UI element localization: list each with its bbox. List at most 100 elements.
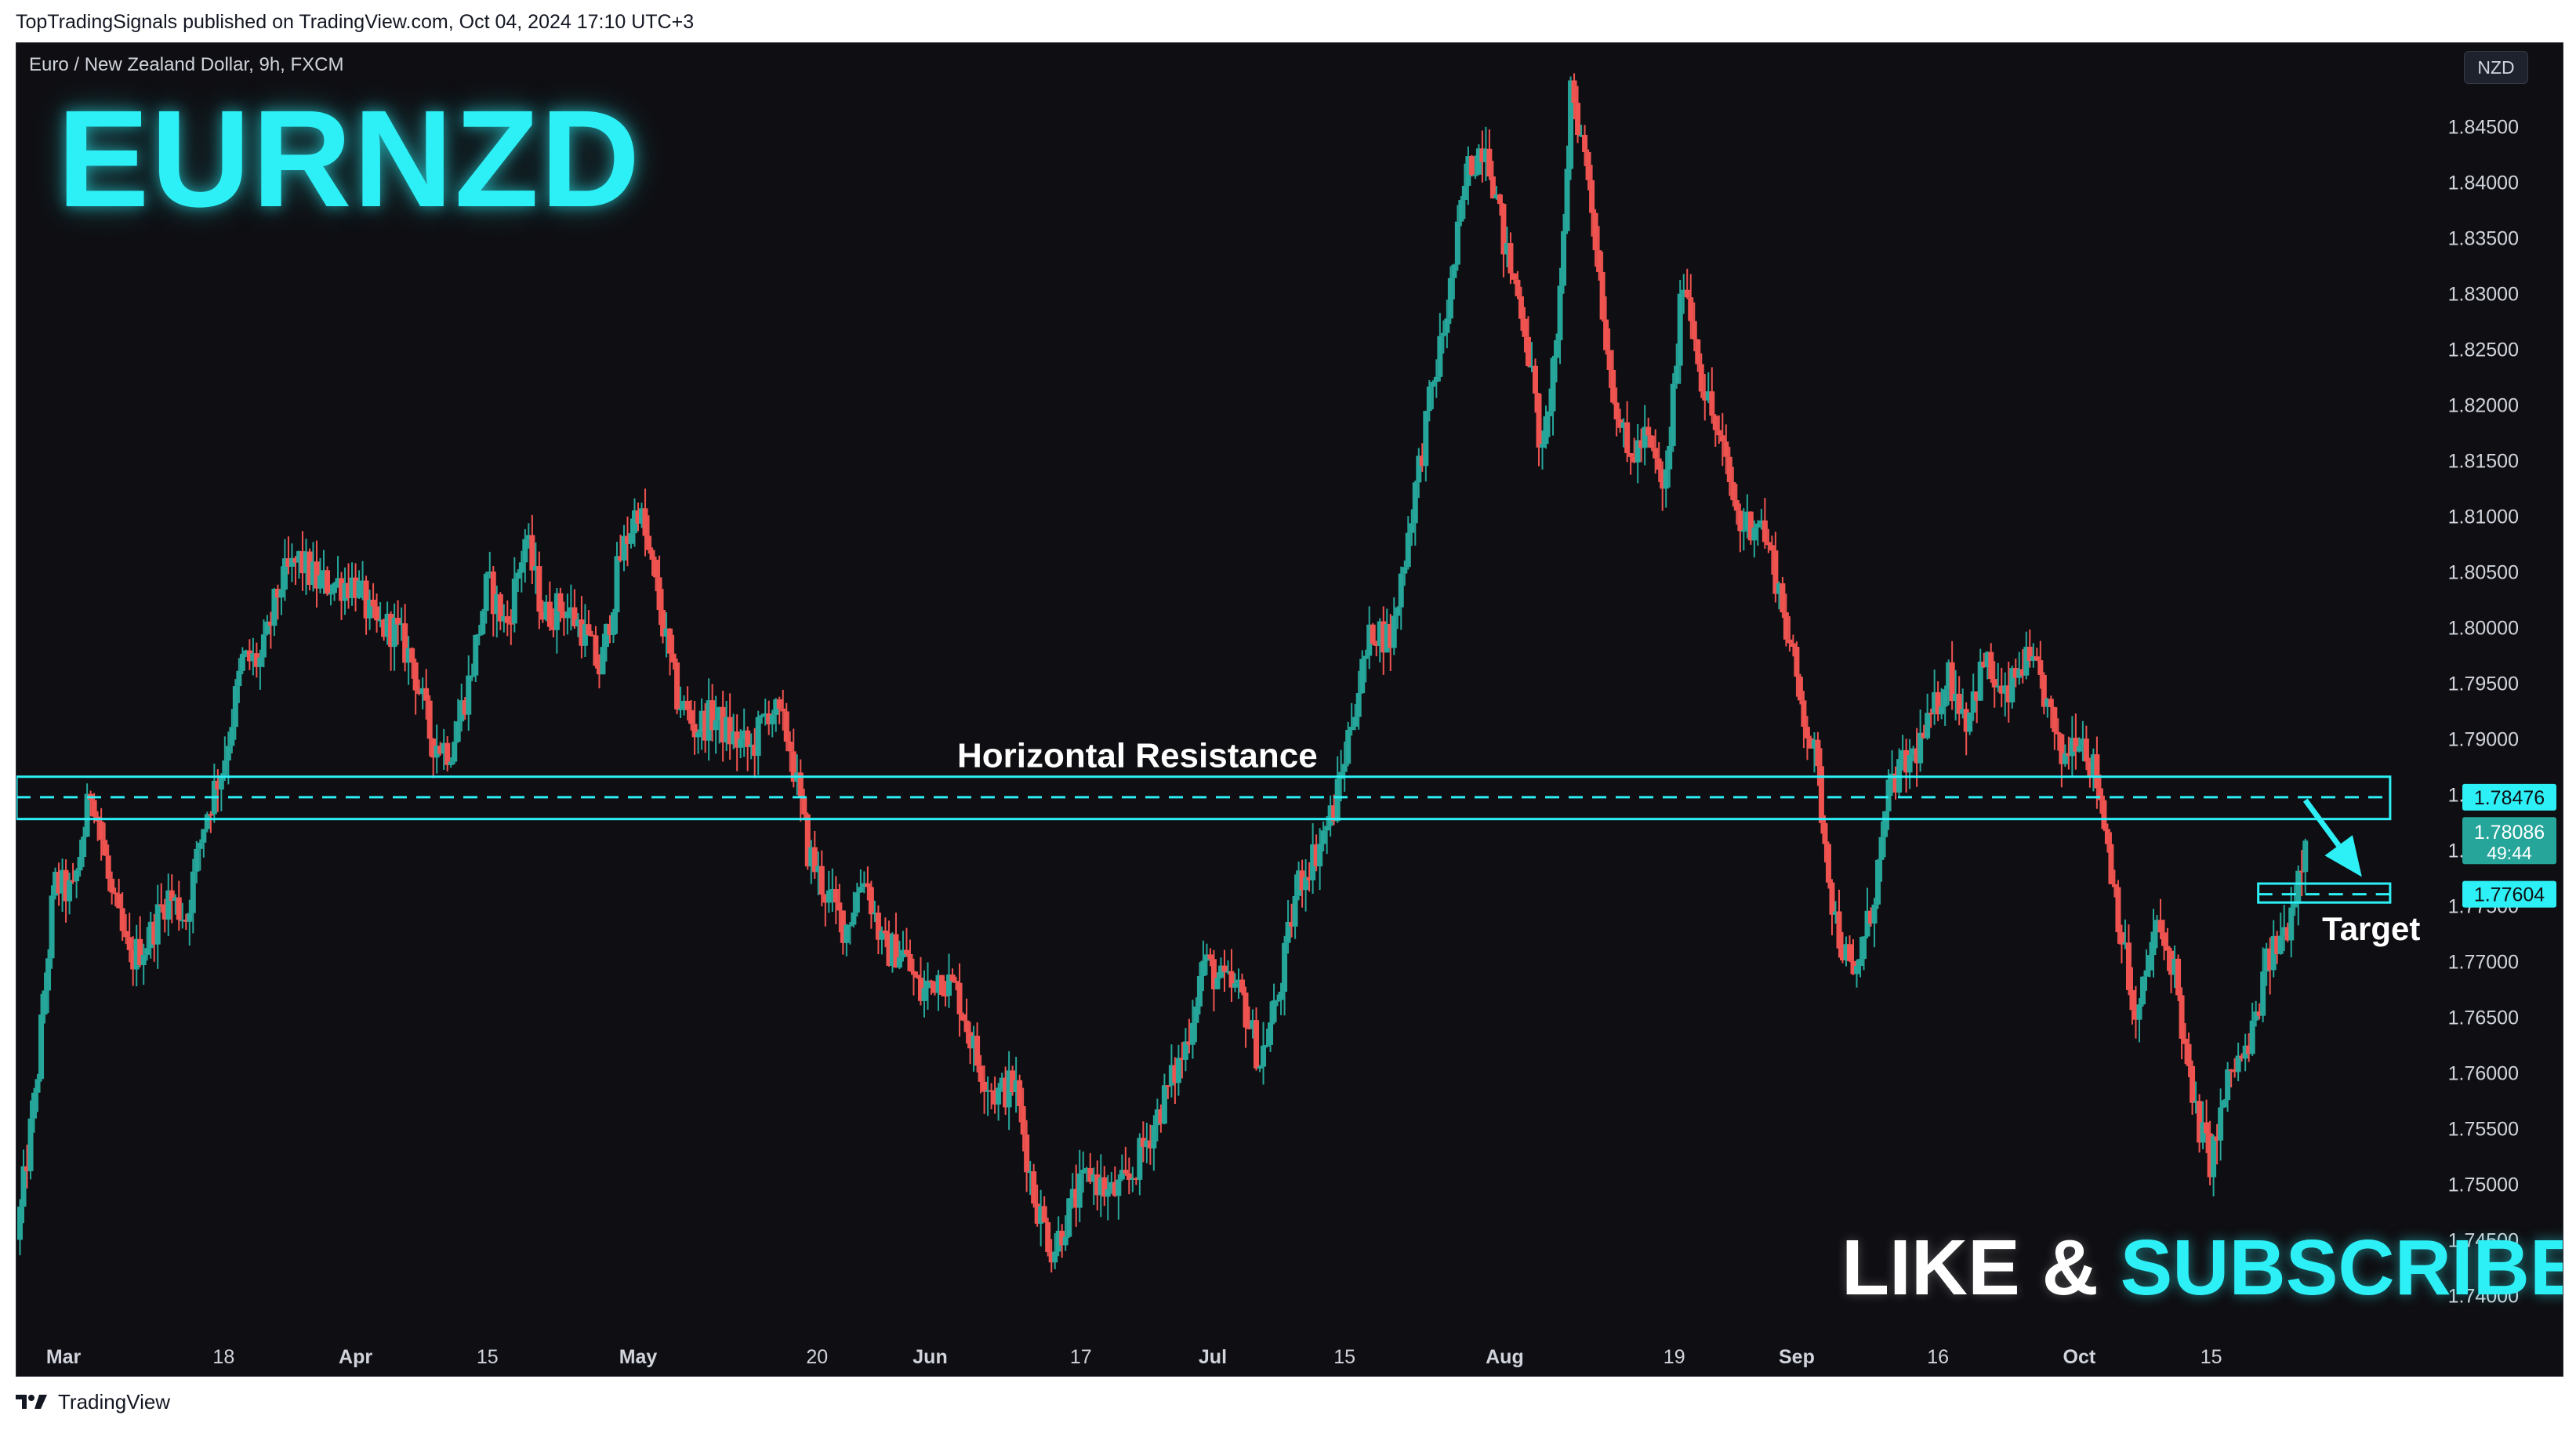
candle-body (1031, 1171, 1037, 1204)
candle-body (459, 700, 465, 722)
candle-body (1010, 1070, 1016, 1093)
symbol-info[interactable]: Euro / New Zealand Dollar, 9h, FXCM (29, 54, 344, 75)
candle-body (1942, 689, 1948, 707)
candle-body (1532, 365, 1538, 394)
candle-body (437, 746, 444, 754)
candle-body (1606, 350, 1613, 370)
candle-body (1062, 1236, 1068, 1246)
candle-body (34, 1079, 41, 1093)
candle-body (1811, 739, 1817, 749)
candle-body (543, 601, 550, 620)
candle-body (2118, 932, 2124, 945)
candle-body (1596, 250, 1602, 272)
candle-body (1094, 1174, 1101, 1196)
currency-badge[interactable]: NZD (2464, 51, 2528, 84)
candle-body (981, 1081, 988, 1092)
candle-body (1617, 419, 1624, 428)
candle-body (571, 607, 578, 626)
candle-body (1557, 285, 1563, 340)
candle-body (253, 653, 259, 667)
candle-body (2143, 970, 2150, 977)
candle-body (1899, 749, 1906, 760)
candle-body (956, 982, 963, 1014)
candle-body (1098, 1177, 1104, 1196)
candle-body (1059, 1230, 1065, 1246)
candle-body (811, 847, 818, 873)
candle-body (1702, 391, 1708, 401)
candle-body (2218, 1107, 2224, 1141)
candle-body (501, 615, 507, 622)
candle-body (292, 557, 299, 563)
candle-body (1137, 1138, 1143, 1180)
candle-body (2066, 753, 2072, 757)
candle-body (1426, 387, 1432, 412)
candle-body (518, 562, 524, 573)
candle-body (1783, 612, 1789, 640)
candle-body (27, 1118, 34, 1171)
candle-body (2197, 1101, 2203, 1143)
candle-body (1193, 1006, 1199, 1023)
candle-body (1857, 959, 1863, 967)
candle-body (126, 937, 132, 950)
candle-body (663, 628, 669, 637)
candle-body (123, 931, 129, 938)
candle-body (579, 619, 585, 646)
candle-body (2157, 920, 2164, 933)
price-chart[interactable]: Horizontal Resistance Target 1.74000 1.7450… (16, 43, 2563, 1376)
candle-body (818, 866, 825, 895)
candle-body (172, 897, 179, 901)
candle-body (2242, 1045, 2248, 1059)
candle-body (1903, 749, 1910, 773)
candle-body (1006, 1070, 1012, 1108)
candle-body (681, 700, 688, 709)
candle-body (1850, 960, 1856, 975)
candle-body (67, 880, 73, 902)
x-tick-label: 20 (806, 1346, 828, 1368)
candle-body (1250, 1020, 1256, 1029)
candle-body (1575, 103, 1581, 136)
candle-body (1048, 1252, 1054, 1263)
candle-body (1366, 624, 1373, 656)
candle-body (575, 619, 581, 626)
y-tick-label: 1.83000 (2448, 283, 2519, 305)
candle-body (1299, 870, 1305, 891)
candle-body (1578, 135, 1584, 137)
candle-body (677, 708, 684, 710)
candle-body (773, 699, 779, 715)
candle-body (949, 975, 956, 982)
candle-body (497, 593, 503, 622)
candle-body (525, 535, 532, 539)
candle-body (1324, 826, 1330, 831)
candle-body (243, 650, 249, 654)
candle-body (70, 880, 76, 882)
candle-body (2104, 829, 2110, 844)
candle-body (2168, 950, 2175, 975)
candle-body (734, 731, 740, 748)
candle-body (1027, 1171, 1033, 1174)
candle-body (1189, 1022, 1195, 1045)
subscribe-text: SUBSCRIBE (2120, 1224, 2563, 1312)
candle-body (197, 842, 203, 849)
candle-body (1932, 691, 1938, 713)
candle-body (928, 980, 934, 982)
footer-brand[interactable]: TradingView (16, 1388, 170, 1416)
candle-body (1175, 1058, 1181, 1083)
candle-body (776, 699, 782, 709)
candle-body (2019, 669, 2026, 676)
candle-body (1398, 573, 1404, 608)
candle-body (494, 593, 500, 615)
candle-body (1423, 411, 1429, 466)
candle-body (639, 508, 645, 524)
candle-body (1334, 779, 1341, 822)
candle-body (2284, 927, 2291, 941)
chart-panel[interactable]: Horizontal Resistance Target 1.74000 1.7450… (16, 42, 2563, 1377)
candle-body (201, 829, 207, 843)
candle-body (1116, 1179, 1122, 1196)
candle-body (1674, 365, 1680, 384)
candle-body (367, 599, 373, 619)
candle-body (317, 575, 323, 589)
candle-body (628, 533, 634, 544)
candle-body (1331, 805, 1337, 822)
y-tick-label: 1.84500 (2448, 116, 2519, 138)
candle-body (1582, 135, 1588, 152)
